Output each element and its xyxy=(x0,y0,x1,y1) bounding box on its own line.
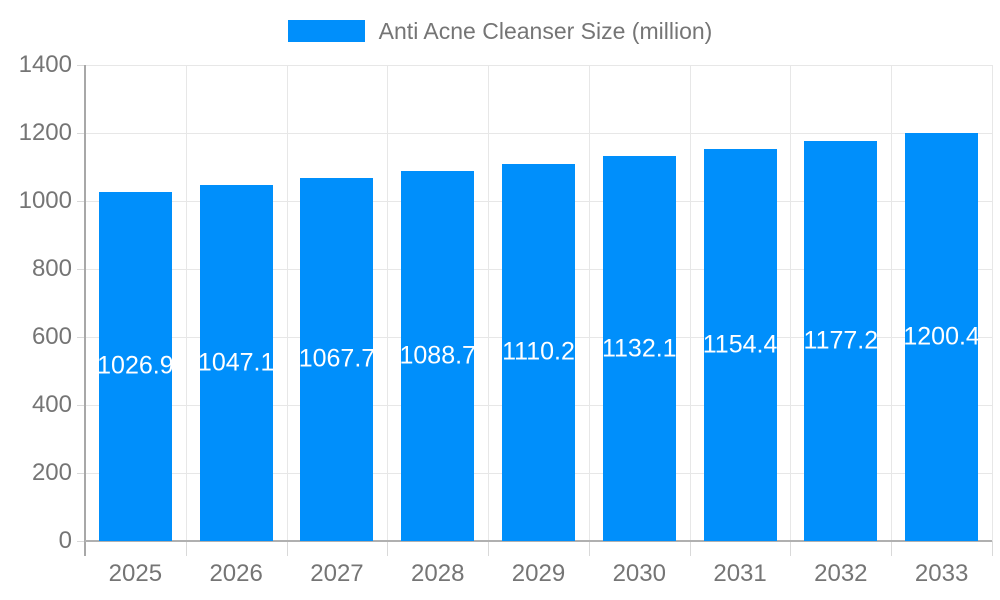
x-axis-label: 2026 xyxy=(209,560,263,587)
bar-2027[interactable] xyxy=(300,177,374,541)
y-axis-line xyxy=(84,65,86,556)
bar-2025[interactable] xyxy=(98,191,172,541)
gridline-vertical xyxy=(488,65,490,541)
x-axis-label: 2030 xyxy=(612,560,666,587)
y-axis-tick xyxy=(77,269,85,270)
gridline-vertical xyxy=(185,65,187,541)
x-axis-label: 2031 xyxy=(713,560,767,587)
y-axis-tick xyxy=(77,473,85,474)
x-axis-label: 2025 xyxy=(108,560,163,587)
x-axis-tick xyxy=(689,541,691,556)
bar-2030[interactable] xyxy=(602,156,676,541)
bar-2029[interactable] xyxy=(502,163,575,541)
gridline-vertical xyxy=(286,65,288,541)
x-axis-tick xyxy=(488,541,490,556)
x-axis-line xyxy=(85,540,992,542)
y-axis-tick xyxy=(77,201,85,202)
gridline-vertical xyxy=(689,65,691,541)
x-axis-tick xyxy=(387,541,389,556)
gridline-horizontal xyxy=(85,65,992,66)
y-axis-label: 200 xyxy=(31,459,72,486)
x-axis-label: 2027 xyxy=(310,560,364,587)
y-axis-label: 400 xyxy=(31,391,72,418)
y-axis-tick xyxy=(77,337,85,338)
gridline-vertical xyxy=(387,65,389,541)
x-axis-tick xyxy=(891,541,893,556)
gridline-vertical xyxy=(588,65,590,541)
legend-item[interactable]: Anti Acne Cleanser Size (million) xyxy=(287,17,713,45)
x-axis-tick xyxy=(992,541,993,556)
bar-value-label: 1154.4 xyxy=(702,330,778,359)
legend: Anti Acne Cleanser Size (million) xyxy=(0,14,1000,48)
x-axis-tick xyxy=(790,541,792,556)
bar-2026[interactable] xyxy=(199,184,273,541)
bar-2031[interactable] xyxy=(703,148,777,541)
legend-swatch xyxy=(287,20,365,42)
bar-2032[interactable] xyxy=(804,140,878,541)
gridline-horizontal xyxy=(85,133,992,134)
bar-value-label: 1200.4 xyxy=(903,322,980,351)
y-axis-tick xyxy=(77,65,85,66)
x-axis-tick xyxy=(286,541,288,556)
y-axis-label: 600 xyxy=(31,323,72,350)
y-axis-label: 0 xyxy=(58,527,72,554)
bar-value-label: 1047.1 xyxy=(197,348,275,377)
bar-2028[interactable] xyxy=(401,170,475,541)
bar-value-label: 1067.7 xyxy=(298,344,376,373)
y-axis-label: 800 xyxy=(31,255,72,282)
x-axis-label: 2028 xyxy=(411,560,465,587)
gridline-vertical xyxy=(992,65,993,541)
bar-value-label: 1088.7 xyxy=(399,341,476,370)
x-axis-label: 2029 xyxy=(511,560,566,587)
gridline-vertical xyxy=(891,65,893,541)
y-axis-label: 1200 xyxy=(18,119,72,146)
y-axis-tick xyxy=(77,541,85,542)
y-axis-label: 1400 xyxy=(18,51,72,78)
y-axis-tick xyxy=(77,405,85,406)
y-axis-tick xyxy=(77,133,85,134)
y-axis-label: 1000 xyxy=(18,187,72,214)
bar-value-label: 1110.2 xyxy=(502,337,575,366)
x-axis-tick xyxy=(588,541,590,556)
legend-label: Anti Acne Cleanser Size (million) xyxy=(378,17,713,44)
x-axis-label: 2032 xyxy=(814,560,868,587)
gridline-vertical xyxy=(790,65,792,541)
bar-value-label: 1132.1 xyxy=(601,334,677,363)
x-axis-label: 2033 xyxy=(914,560,969,587)
x-axis-tick xyxy=(185,541,187,556)
bar-value-label: 1026.9 xyxy=(97,351,174,380)
bar-value-label: 1177.2 xyxy=(803,326,879,355)
bar-2033[interactable] xyxy=(905,132,979,541)
